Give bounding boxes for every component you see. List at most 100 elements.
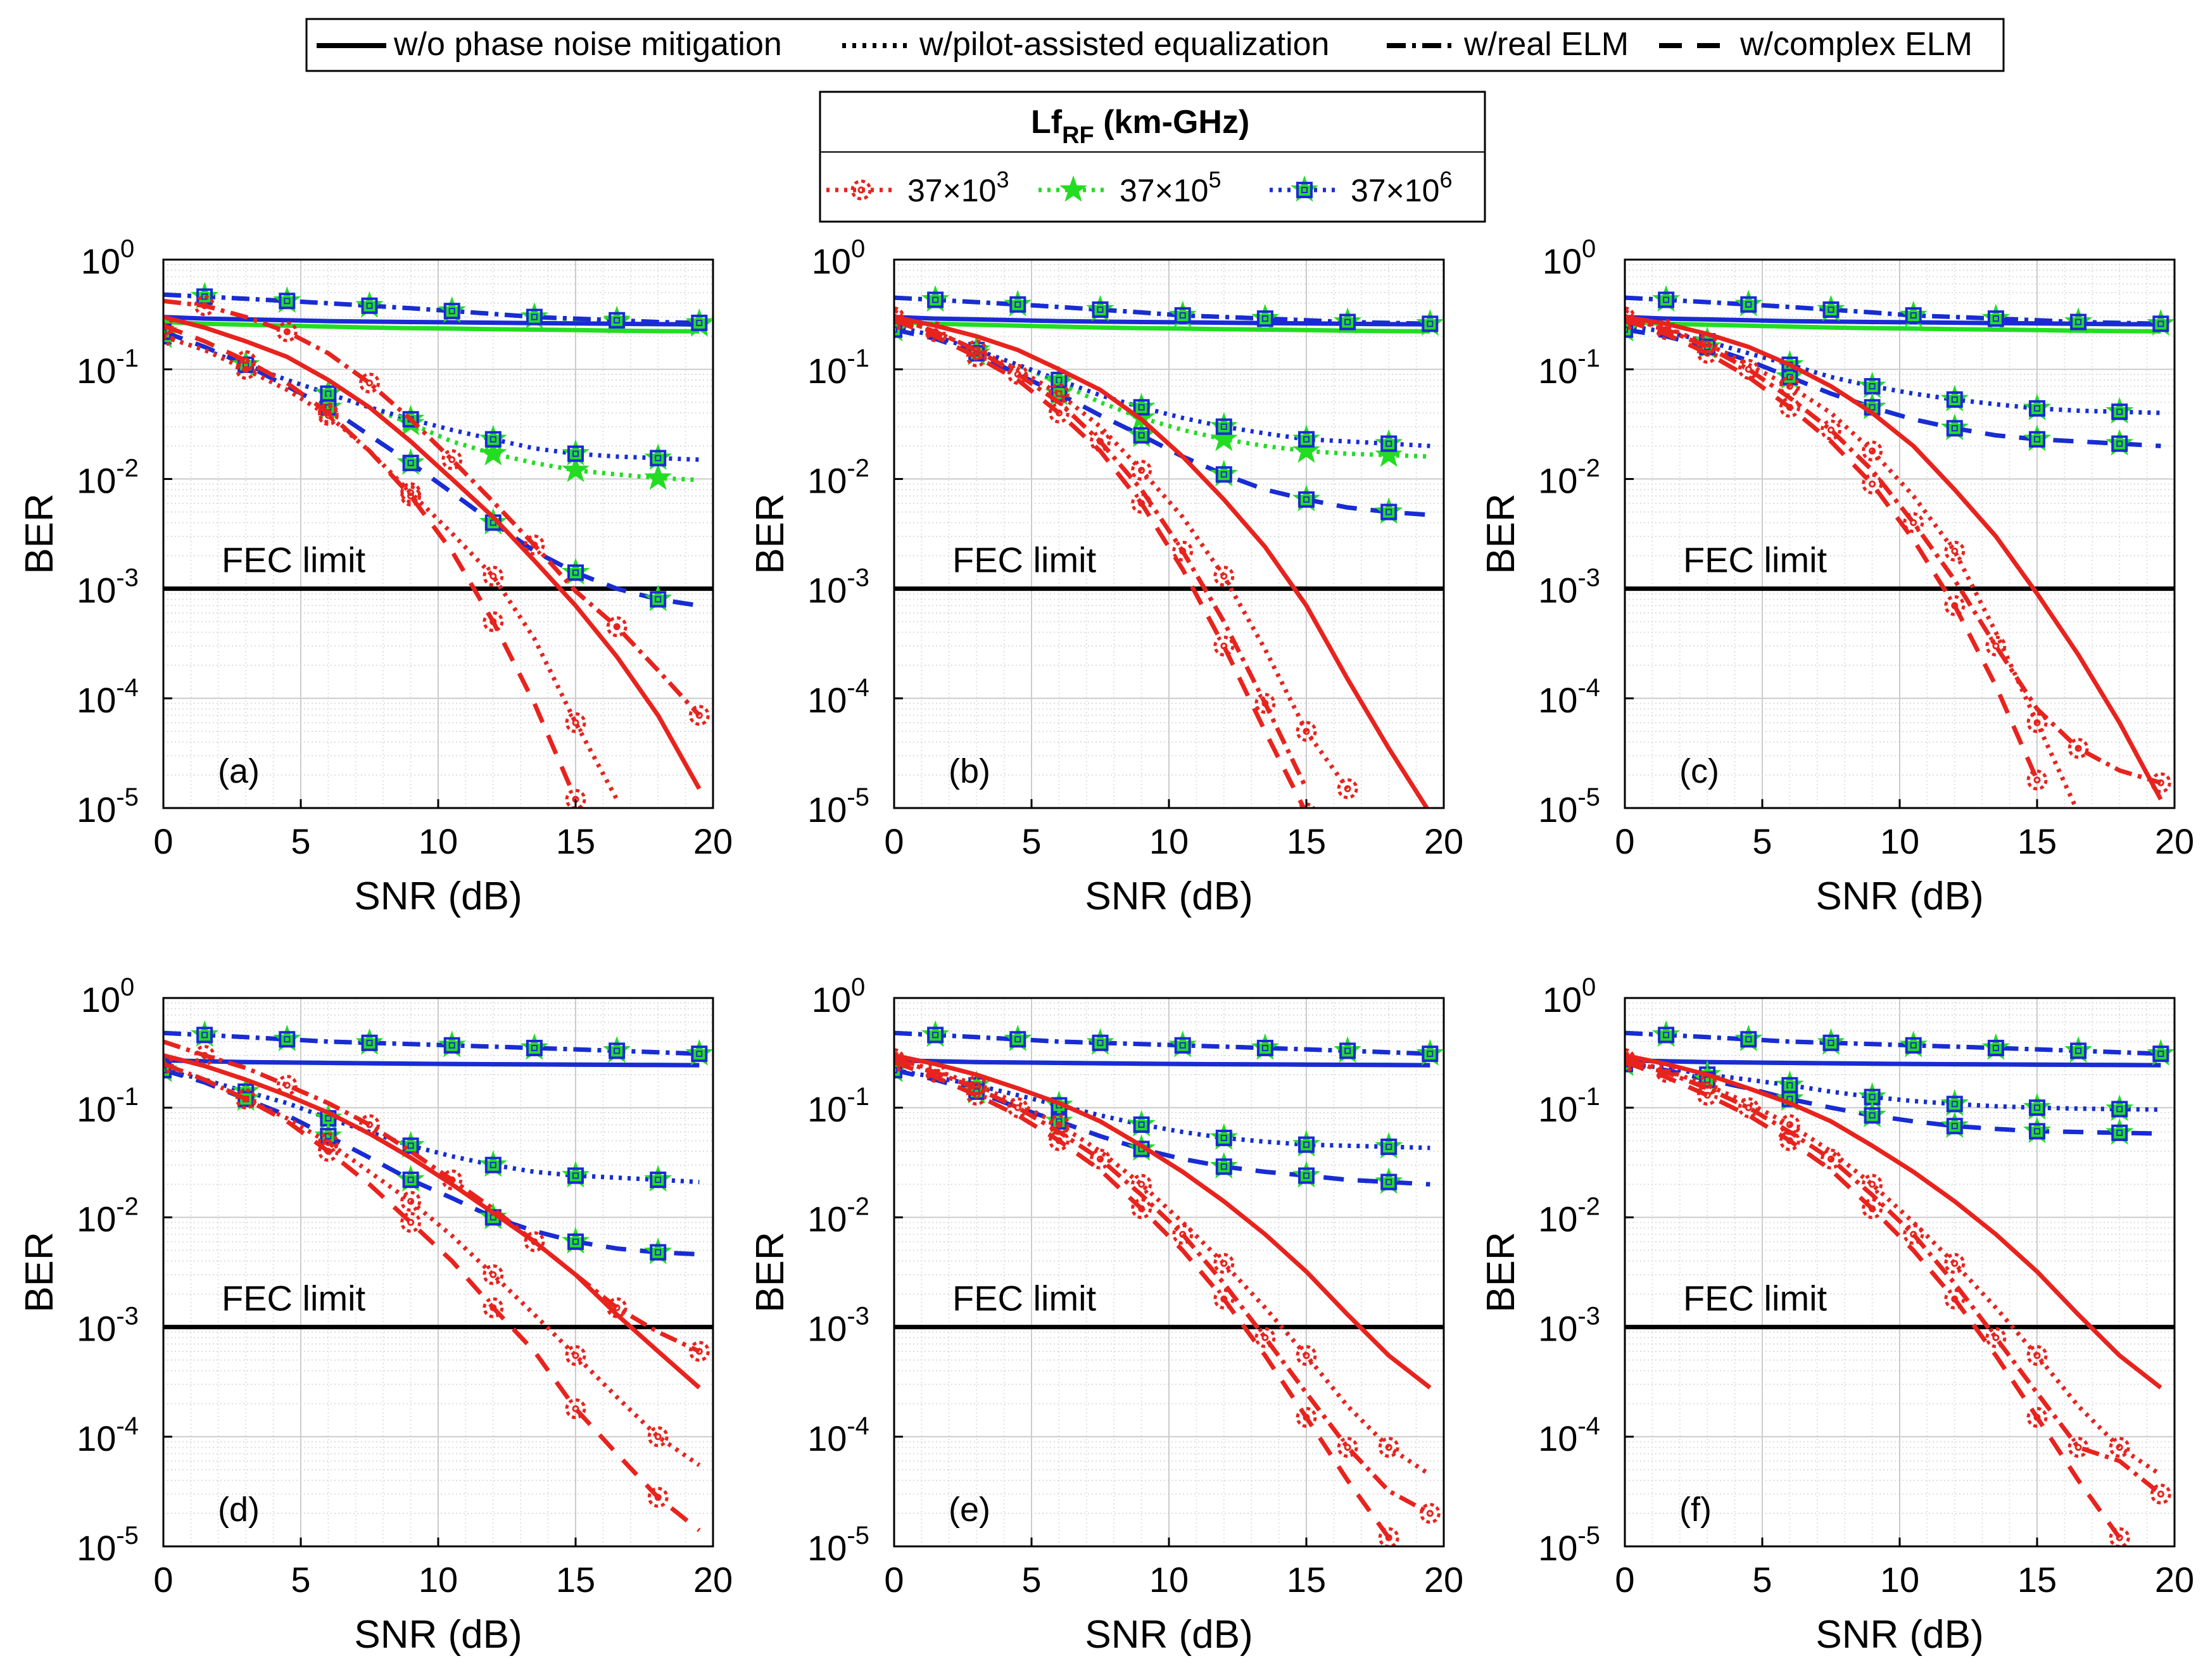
- x-tick-label: 10: [419, 821, 458, 861]
- fec-limit-label: FEC limit: [1683, 540, 1827, 580]
- x-tick-label: 20: [2155, 821, 2194, 861]
- marker-37e6: [1652, 285, 1680, 312]
- marker-37e3: [1862, 473, 1883, 495]
- marker-37e6: [921, 285, 949, 312]
- marker-37e6: [1251, 304, 1279, 331]
- panel-b: FEC limit 0 5 10 15 20 100 10-1 10-2 10-3 10-4 10-5…: [748, 235, 1463, 918]
- legend-label-real: w/real ELM: [1463, 26, 1629, 63]
- marker-37e3: [524, 1231, 545, 1253]
- y-tick-label: 10-1: [807, 1083, 869, 1129]
- marker-37e3: [606, 1297, 628, 1318]
- marker-37e3: [400, 1191, 422, 1212]
- marker-37e6: [1858, 1101, 1886, 1128]
- series-group: [163, 1020, 713, 1532]
- marker-37e3: [235, 1088, 256, 1109]
- x-tick-label: 10: [1149, 821, 1189, 861]
- marker-37e3: [483, 565, 504, 587]
- marker-37e6: [562, 1161, 590, 1188]
- x-axis-label: SNR (dB): [1085, 1613, 1253, 1657]
- marker-37e3: [688, 1341, 710, 1362]
- lf-entry-label: 37×105: [1120, 167, 1221, 208]
- lf-entry-marker-square: [1291, 175, 1318, 202]
- marker-37e3: [359, 1114, 380, 1135]
- marker-37e6: [396, 448, 425, 475]
- y-tick-label: 10-3: [807, 1303, 869, 1349]
- series-group: [1625, 1020, 2175, 1546]
- marker-37e6: [1734, 289, 1763, 317]
- marker-37e6: [2105, 429, 2134, 456]
- x-tick-label: 0: [884, 1560, 904, 1600]
- y-tick-label: 100: [812, 973, 866, 1020]
- series-37e3-none: [163, 315, 702, 790]
- marker-37e6: [2023, 1116, 2051, 1144]
- y-tick-label: 100: [81, 235, 135, 281]
- marker-37e6: [1209, 460, 1238, 486]
- y-axis-label: BER: [18, 493, 61, 574]
- y-tick-label: 100: [1543, 973, 1596, 1020]
- marker-37e6: [479, 1150, 507, 1177]
- marker-37e3: [1903, 1223, 1924, 1245]
- marker-37e3: [441, 449, 463, 471]
- y-tick-label: 10-4: [1538, 674, 1600, 720]
- marker-37e6: [520, 1033, 548, 1060]
- marker-37e6: [2023, 1093, 2051, 1120]
- y-tick-label: 100: [1543, 235, 1596, 281]
- marker-37e6: [603, 305, 631, 332]
- y-axis-label: BER: [1479, 493, 1523, 574]
- series-37e6-complex: [894, 1068, 1430, 1187]
- marker-37e3: [2026, 1406, 2048, 1428]
- y-tick-label: 10-5: [807, 783, 869, 830]
- marker-37e6: [396, 1131, 425, 1158]
- marker-37e6: [1292, 484, 1320, 512]
- fec-limit-label: FEC limit: [1683, 1279, 1827, 1318]
- marker-37e6: [355, 1028, 384, 1055]
- marker-37e6: [2064, 1036, 2092, 1063]
- marker-37e6: [479, 424, 507, 452]
- x-tick-label: 5: [291, 821, 310, 861]
- panel-c: FEC limit 0 5 10 15 20 100 10-1 10-2 10-3 10-4 10-5…: [1479, 235, 2194, 918]
- marker-37e3: [1090, 431, 1111, 452]
- marker-37e3: [441, 1169, 463, 1191]
- grid: [893, 998, 1444, 1547]
- marker-37e3: [1944, 595, 1966, 616]
- series-37e3-real: [1625, 1056, 2162, 1496]
- marker-37e6: [1334, 307, 1361, 334]
- lf-entry-base: 37×10: [907, 173, 996, 208]
- grid: [1624, 998, 2175, 1547]
- marker-37e6: [396, 1165, 425, 1192]
- x-axis-label: SNR (dB): [1815, 1613, 1983, 1657]
- y-tick-label: 10-5: [1538, 1522, 1600, 1568]
- x-tick-label: 20: [693, 821, 733, 861]
- marker-37e6: [1209, 1123, 1238, 1150]
- marker-37e6: [273, 1025, 301, 1051]
- marker-37e3: [2150, 772, 2171, 793]
- method-legend: w/o phase noise mitigation w/pilot-assis…: [305, 18, 2005, 72]
- y-tick-label: 10-2: [1538, 454, 1600, 500]
- marker-37e6: [2023, 393, 2051, 420]
- series-37e6-pilot: [163, 1068, 700, 1185]
- panel-label: (e): [949, 1491, 990, 1529]
- marker-37e6: [1086, 294, 1114, 322]
- marker-37e6: [1981, 1033, 2010, 1060]
- marker-37e3: [1738, 358, 1759, 380]
- marker-37e3: [163, 315, 174, 336]
- marker-37e3: [1903, 512, 1924, 533]
- marker-37e6: [1127, 420, 1156, 448]
- marker-37e6: [191, 1020, 218, 1047]
- series-37e3-none: [1625, 315, 2163, 800]
- x-tick-label: 10: [1149, 1560, 1189, 1600]
- fec-limit-label: FEC limit: [952, 540, 1097, 580]
- marker-37e3: [966, 346, 987, 367]
- x-tick-label: 15: [556, 1560, 595, 1600]
- lf-entry-exp: 5: [1208, 167, 1221, 193]
- marker-37e3: [565, 1398, 586, 1420]
- marker-37e3: [1696, 343, 1718, 364]
- lf-entry-1: 37×105: [1038, 167, 1221, 208]
- marker-37e6: [1416, 1039, 1444, 1066]
- panel-e: FEC limit 0 5 10 15 20 100 10-1 10-2 10-3 10-4 10-5…: [748, 973, 1463, 1657]
- marker-37e3: [894, 310, 905, 331]
- x-tick-label: 15: [1287, 1560, 1326, 1600]
- marker-37e3: [1213, 1288, 1235, 1310]
- marker-37e3: [235, 350, 256, 371]
